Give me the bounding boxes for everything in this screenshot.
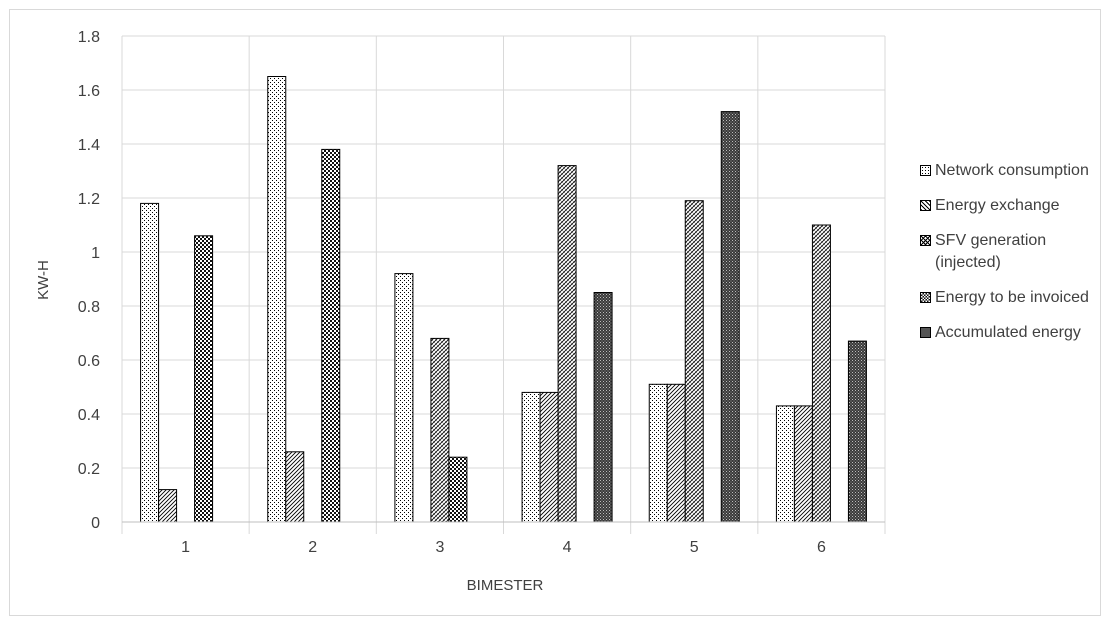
legend-swatch — [920, 165, 931, 176]
bar — [811, 224, 831, 523]
bar — [720, 111, 740, 523]
bar — [285, 451, 305, 523]
y-tick-label: 1.8 — [78, 29, 100, 46]
bar — [775, 405, 795, 523]
legend-label: Energy exchange — [935, 197, 1060, 214]
x-tick-label: 5 — [690, 539, 699, 556]
legend-item: SFV generation (injected) — [920, 230, 1098, 274]
legend-item: Network consumption — [920, 160, 1098, 182]
bar — [593, 292, 613, 523]
y-tick-label: 1 — [91, 245, 100, 262]
bar — [521, 391, 541, 523]
bar — [158, 489, 178, 523]
y-tick-label: 1.4 — [78, 137, 100, 154]
bar — [847, 340, 867, 523]
legend-item: Accumulated energy — [920, 322, 1098, 344]
legend-swatch — [920, 200, 931, 211]
y-tick-label: 1.6 — [78, 83, 100, 100]
x-tick-label: 3 — [435, 539, 444, 556]
bar — [394, 273, 414, 523]
bar — [539, 391, 559, 523]
x-axis-title: BIMESTER — [467, 577, 544, 594]
bar — [194, 235, 214, 523]
y-axis-title: KW-H — [35, 260, 52, 300]
legend-label: Network consumption — [935, 162, 1089, 179]
x-tick-label: 4 — [563, 539, 572, 556]
bars — [140, 76, 867, 523]
bar — [430, 337, 450, 523]
legend-item: Energy to be invoiced — [920, 287, 1098, 309]
legend-swatch — [920, 327, 931, 338]
bar — [793, 405, 813, 523]
x-tick-label: 6 — [817, 539, 826, 556]
y-tick-label: 0.6 — [78, 353, 100, 370]
y-tick-label: 0.2 — [78, 461, 100, 478]
bar — [321, 148, 341, 523]
axes: 0 0.2 0.4 0.6 0.8 1 1.2 1.4 1.6 1.8 1 2 3 4 5 6 — [78, 29, 885, 556]
x-tick-label: 2 — [308, 539, 317, 556]
bar — [648, 383, 668, 523]
bar — [557, 165, 577, 523]
bar — [666, 383, 686, 523]
y-tick-label: 1.2 — [78, 191, 100, 208]
bar — [267, 76, 287, 523]
y-tick-label: 0.8 — [78, 299, 100, 316]
legend: Network consumption Energy exchange SFV ge… — [920, 160, 1098, 357]
legend-label: Energy to be invoiced — [935, 289, 1089, 306]
x-tick-label: 1 — [181, 539, 190, 556]
legend-swatch — [920, 292, 931, 303]
y-tick-label: 0.4 — [78, 407, 100, 424]
bar — [140, 202, 160, 523]
legend-label: Accumulated energy — [935, 324, 1081, 341]
legend-item: Energy exchange — [920, 195, 1098, 217]
bar — [448, 456, 468, 523]
legend-swatch — [920, 235, 931, 246]
y-tick-label: 0 — [91, 515, 100, 532]
bar — [684, 200, 704, 523]
legend-label: SFV generation (injected) — [935, 232, 1047, 271]
gridlines — [121, 35, 886, 534]
